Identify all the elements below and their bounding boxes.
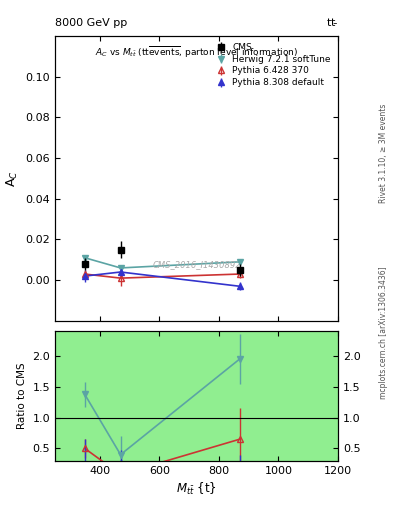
X-axis label: $M_{t\bar{t}}$ {t}: $M_{t\bar{t}}$ {t} [176,481,217,497]
Legend: CMS, Herwig 7.2.1 softTune, Pythia 6.428 370, Pythia 8.308 default: CMS, Herwig 7.2.1 softTune, Pythia 6.428… [210,40,334,90]
Y-axis label: A$_C$: A$_C$ [5,170,20,187]
Text: CMS_2016_I1430892: CMS_2016_I1430892 [152,261,241,270]
Text: tt$\bar{}$: tt$\bar{}$ [326,16,338,28]
Text: $A_C$ vs $M_{t\bar{t}}$ (tt$\overline{\mathrm{events}}$, parton level informatio: $A_C$ vs $M_{t\bar{t}}$ (tt$\overline{\m… [95,45,298,59]
Text: 8000 GeV pp: 8000 GeV pp [55,18,127,28]
Text: Rivet 3.1.10, ≥ 3M events: Rivet 3.1.10, ≥ 3M events [379,104,387,203]
Text: mcplots.cern.ch [arXiv:1306.3436]: mcplots.cern.ch [arXiv:1306.3436] [379,266,387,399]
Y-axis label: Ratio to CMS: Ratio to CMS [17,362,27,430]
